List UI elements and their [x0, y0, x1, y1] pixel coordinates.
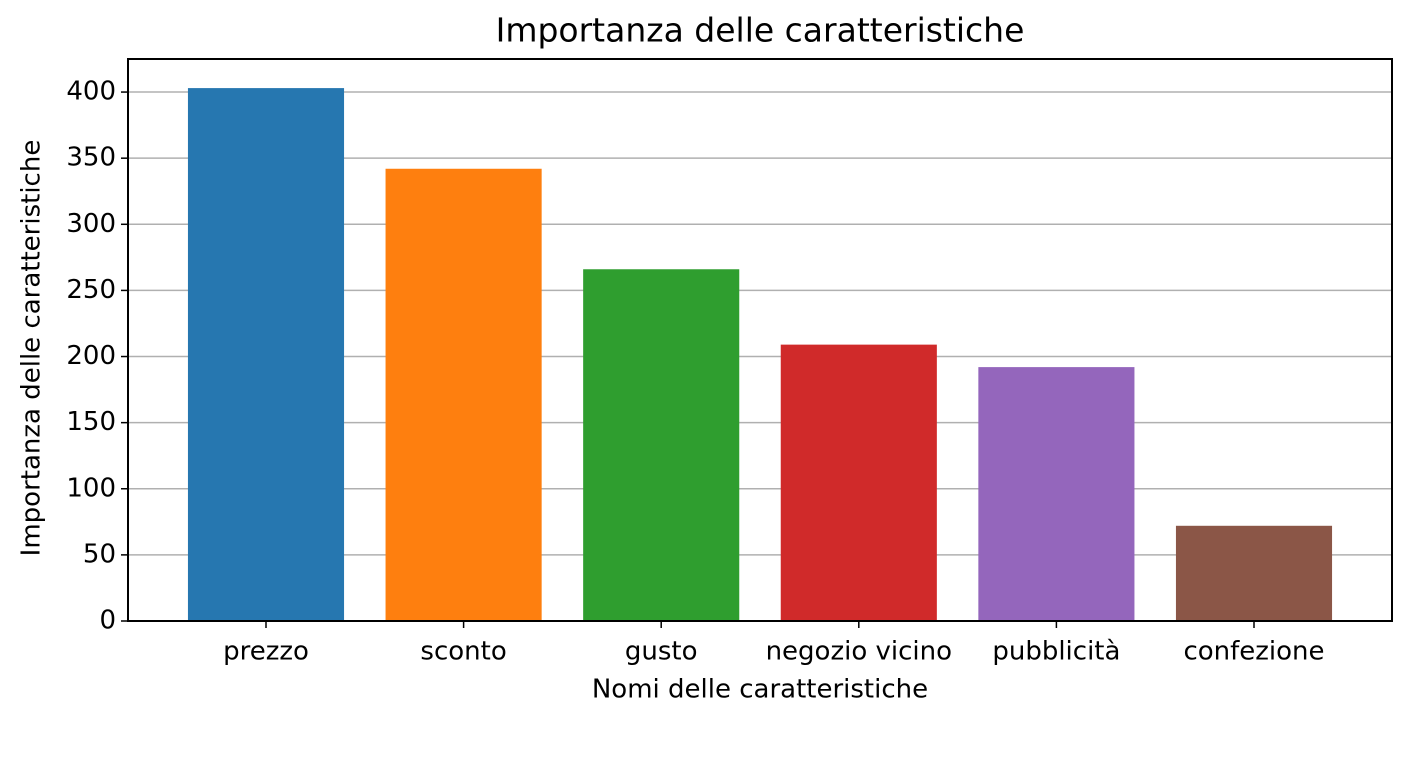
y-tick-label: 150 — [66, 407, 116, 437]
x-tick-label: pubblicità — [992, 637, 1120, 667]
x-tick-label: gusto — [625, 637, 698, 667]
x-axis-label: Nomi delle caratteristiche — [592, 675, 928, 705]
y-tick-label: 400 — [66, 77, 116, 107]
y-tick-label: 200 — [66, 341, 116, 371]
y-tick-label: 250 — [66, 275, 116, 305]
bar — [780, 344, 937, 621]
bar — [978, 367, 1135, 621]
y-axis-label: Importanza delle caratteristiche — [17, 140, 47, 557]
y-tick-label: 50 — [83, 539, 116, 569]
y-tick-label: 100 — [66, 473, 116, 503]
bar — [187, 88, 345, 621]
bar — [583, 269, 740, 621]
y-tick-label: 350 — [66, 143, 116, 173]
chart-title: Importanza delle caratteristiche — [496, 11, 1025, 50]
y-tick-label: 300 — [66, 209, 116, 239]
x-tick-label: confezione — [1183, 637, 1324, 667]
y-tick-label: 0 — [99, 606, 116, 636]
x-tick-label: sconto — [420, 637, 506, 667]
bar — [1175, 525, 1333, 621]
x-tick-label: prezzo — [223, 637, 309, 667]
bar — [385, 168, 542, 621]
x-tick-label: negozio vicino — [766, 637, 952, 667]
plot-frame — [127, 58, 1393, 622]
